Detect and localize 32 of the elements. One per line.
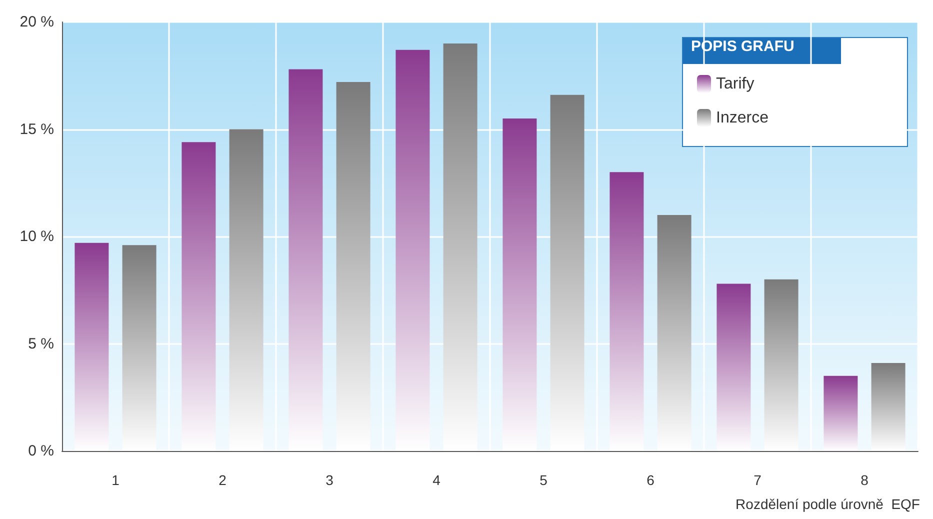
- bar: [610, 172, 644, 451]
- bar: [229, 129, 264, 451]
- bar: [824, 376, 858, 451]
- x-tick-label: 1: [112, 472, 120, 488]
- bar: [871, 363, 906, 451]
- bar: [550, 94, 584, 451]
- bar: [182, 142, 216, 451]
- y-tick-label: 20 %: [20, 14, 54, 30]
- bar: [443, 43, 478, 451]
- y-tick-label: 15 %: [20, 120, 54, 138]
- bar: [502, 118, 537, 451]
- x-tick-label: 4: [432, 472, 441, 488]
- x-tick-label: 6: [646, 472, 655, 488]
- x-tick-label: 8: [860, 472, 869, 488]
- legend-label: Inzerce: [716, 110, 769, 126]
- bar: [716, 284, 751, 451]
- y-tick-label: 10 %: [20, 228, 54, 245]
- bar: [657, 215, 692, 451]
- bar: [74, 242, 109, 451]
- legend-label: Tarify: [716, 76, 754, 92]
- y-tick-label: 0 %: [28, 442, 54, 460]
- y-tick-label: 5 %: [28, 335, 54, 352]
- x-axis-title: Rozdělení podle úrovně EQF: [736, 496, 920, 512]
- x-tick-label: 3: [326, 472, 334, 488]
- bar: [288, 69, 323, 451]
- bar: [336, 82, 370, 451]
- x-tick-label: 5: [540, 472, 548, 488]
- x-tick-label: 7: [754, 472, 762, 488]
- bar: [122, 245, 156, 451]
- bar: [396, 50, 430, 451]
- x-tick-label: 2: [218, 472, 227, 488]
- bar: [764, 279, 798, 451]
